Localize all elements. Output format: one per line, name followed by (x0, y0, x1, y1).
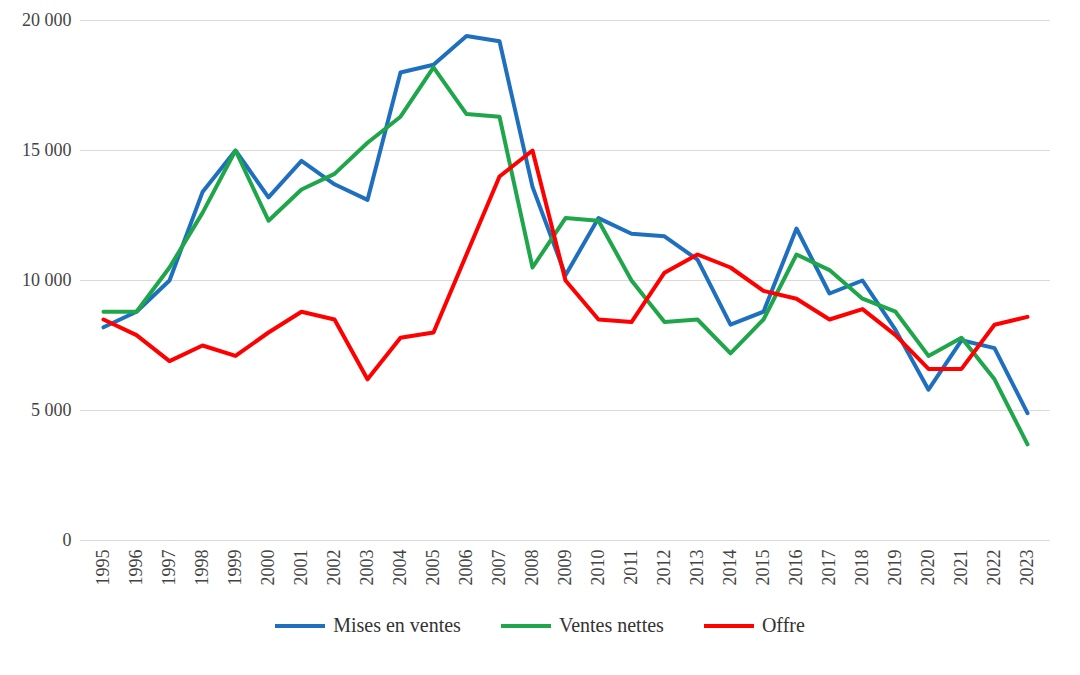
svg-text:2015: 2015 (753, 550, 773, 586)
svg-text:2022: 2022 (984, 550, 1004, 586)
svg-text:2001: 2001 (291, 550, 311, 586)
svg-text:1998: 1998 (192, 550, 212, 586)
svg-text:2002: 2002 (324, 550, 344, 586)
html-text:Offre: Offre (761, 614, 805, 636)
svg-text:2010: 2010 (588, 550, 608, 586)
svg-text:2004: 2004 (390, 550, 410, 586)
svg-text:2011: 2011 (621, 550, 641, 585)
svg-text:2000: 2000 (258, 550, 278, 586)
svg-text:2009: 2009 (555, 550, 575, 586)
svg-text:2016: 2016 (786, 550, 806, 586)
svg-text:2012: 2012 (654, 550, 674, 586)
svg-text:2013: 2013 (687, 550, 707, 586)
svg-text:1999: 1999 (225, 550, 245, 586)
svg-text:2017: 2017 (819, 550, 839, 586)
svg-text:2003: 2003 (357, 550, 377, 586)
svg-text:0: 0 (63, 530, 72, 550)
html-text:Ventes nettes: Ventes nettes (558, 614, 664, 636)
svg-text:20 000: 20 000 (22, 10, 72, 30)
svg-text:1995: 1995 (93, 550, 113, 586)
svg-text:1996: 1996 (126, 550, 146, 586)
svg-text:5 000: 5 000 (31, 400, 72, 420)
svg-text:2007: 2007 (489, 550, 509, 586)
svg-text:2019: 2019 (885, 550, 905, 586)
svg-text:1997: 1997 (159, 550, 179, 586)
svg-text:2006: 2006 (456, 550, 476, 586)
html-text:Mises en ventes: Mises en ventes (333, 614, 461, 636)
svg-text:2005: 2005 (423, 550, 443, 586)
svg-text:10 000: 10 000 (22, 270, 72, 290)
svg-text:2014: 2014 (720, 550, 740, 586)
svg-text:2021: 2021 (951, 550, 971, 586)
svg-text:2023: 2023 (1017, 550, 1037, 586)
svg-text:2008: 2008 (522, 550, 542, 586)
svg-text:2018: 2018 (852, 550, 872, 586)
svg-text:2020: 2020 (918, 550, 938, 586)
svg-text:15 000: 15 000 (22, 140, 72, 160)
